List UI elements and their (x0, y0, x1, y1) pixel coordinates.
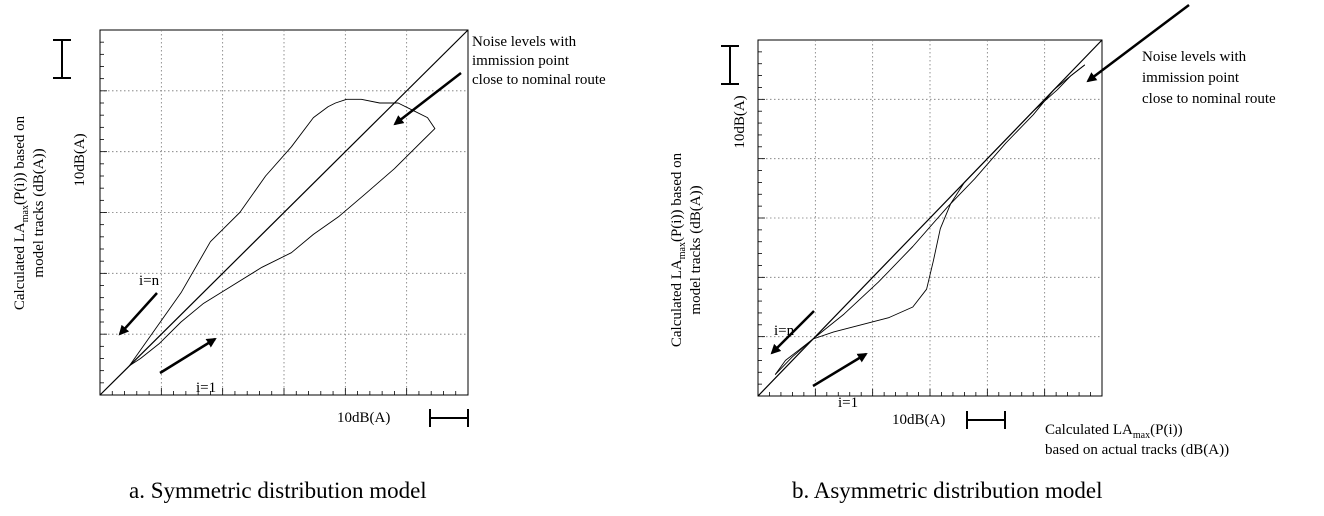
x-scale-label-a: 10dB(A) (337, 410, 390, 426)
x-scale-bar-a (429, 409, 469, 427)
y-axis-title-a-line1: Calculated LAmax(P(i)) based on (12, 115, 31, 310)
arrow-i-1-b (812, 352, 868, 388)
x-scale-bar-b (966, 411, 1006, 429)
series-group-a (99, 29, 469, 396)
label-i-n-a: i=n (139, 273, 160, 289)
label-i-n-b: i=n (774, 323, 795, 339)
y-axis-title-b-line2: model tracks (dB(A)) (688, 185, 704, 314)
chart-panel-b: 10dB(A) Calculated LAmax(P(i)) based on … (669, 4, 1276, 503)
y-scale-bar-a (53, 39, 71, 79)
caption-a: a. Symmetric distribution model (129, 478, 427, 503)
arrow-i-n-b (770, 310, 815, 355)
y-scale-label-b: 10dB(A) (732, 95, 748, 148)
arrow-annotation-a (393, 72, 462, 126)
series-line-1 (129, 98, 436, 367)
arrow-i-1-a (159, 337, 217, 375)
chart-panel-a: 10dB(A) Calculated LAmax(P(i)) based on … (12, 29, 606, 503)
x-scale-label-b: 10dB(A) (892, 412, 945, 428)
ticks-b (758, 51, 1091, 396)
x-axis-title-b-line1: Calculated LAmax(P(i)) (1045, 422, 1183, 441)
y-axis-title-b-line1: Calculated LAmax(P(i)) based on (669, 152, 688, 347)
annotation-a: Noise levels with immission point close … (472, 34, 606, 88)
annotation-b: Noise levels with immission point close … (1142, 49, 1276, 107)
y-axis-title-a-line2: model tracks (dB(A)) (31, 148, 47, 277)
ticks-a (100, 41, 457, 395)
series-line-2 (774, 64, 1086, 375)
label-i-1-b: i=1 (838, 395, 858, 411)
arrow-annotation-b (1086, 4, 1190, 83)
x-axis-title-b-line2: based on actual tracks (dB(A)) (1045, 442, 1229, 458)
series-line-diagonal (99, 29, 469, 396)
arrow-i-n-a (118, 292, 158, 336)
y-scale-bar-b (721, 45, 739, 85)
label-i-1-a: i=1 (196, 380, 216, 396)
caption-b: b. Asymmetric distribution model (792, 478, 1102, 503)
y-scale-label-a: 10dB(A) (72, 133, 88, 186)
series-group-b (757, 39, 1103, 397)
